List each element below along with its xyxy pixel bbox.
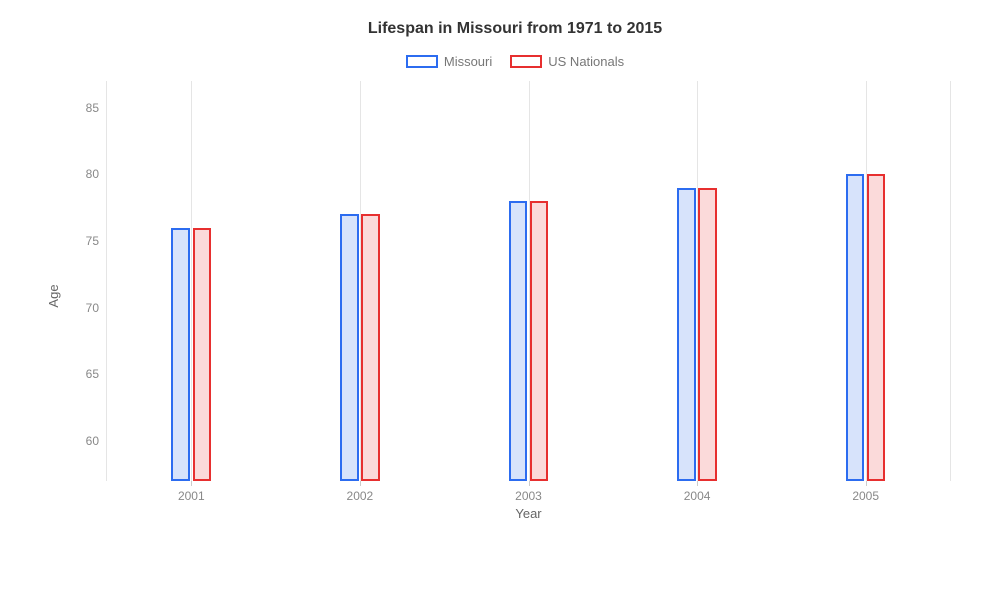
y-tick-label: 65	[86, 367, 107, 381]
bar	[867, 174, 886, 481]
gridline	[950, 81, 951, 481]
x-tickmark	[360, 481, 361, 486]
x-tickmark	[191, 481, 192, 486]
legend-swatch-missouri	[406, 55, 438, 68]
y-tick-label: 75	[86, 234, 107, 248]
legend-label-missouri: Missouri	[444, 54, 492, 69]
x-tickmark	[697, 481, 698, 486]
bar	[846, 174, 865, 481]
bar	[340, 214, 359, 481]
legend-swatch-usnationals	[510, 55, 542, 68]
legend-item-usnationals: US Nationals	[510, 54, 624, 69]
legend-item-missouri: Missouri	[406, 54, 492, 69]
bar	[677, 188, 696, 481]
x-tickmark	[529, 481, 530, 486]
y-tick-label: 85	[86, 101, 107, 115]
bar	[530, 201, 549, 481]
y-tick-label: 70	[86, 301, 107, 315]
chart-title: Lifespan in Missouri from 1971 to 2015	[70, 20, 960, 38]
y-tick-label: 60	[86, 434, 107, 448]
x-axis-label: Year	[515, 506, 541, 521]
plot-area: Year 20012002200320042005606570758085	[106, 81, 950, 481]
bar	[698, 188, 717, 481]
bar	[171, 228, 190, 481]
plot: Age Year 2001200220032004200560657075808…	[70, 81, 960, 511]
bars-layer	[107, 81, 950, 481]
y-tick-label: 80	[86, 167, 107, 181]
bar	[361, 214, 380, 481]
legend-label-usnationals: US Nationals	[548, 54, 624, 69]
legend: Missouri US Nationals	[70, 54, 960, 69]
y-axis-label: Age	[46, 284, 61, 307]
chart-container: Lifespan in Missouri from 1971 to 2015 M…	[0, 0, 1000, 600]
bar	[193, 228, 212, 481]
bar	[509, 201, 528, 481]
x-tickmark	[866, 481, 867, 486]
